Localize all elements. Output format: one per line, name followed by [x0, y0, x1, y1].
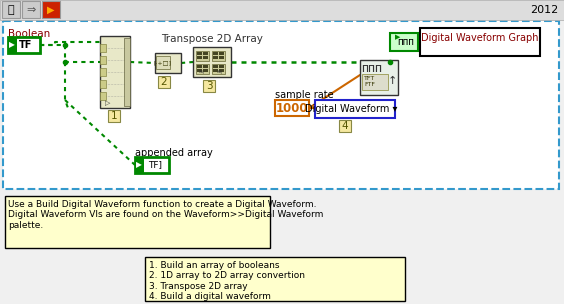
Text: ↑: ↑ — [387, 76, 396, 86]
Bar — [135, 157, 144, 173]
Text: ▷: ▷ — [105, 100, 111, 106]
Text: xᵢⱼ: xᵢⱼ — [199, 69, 205, 74]
Bar — [203, 65, 208, 68]
Bar — [8, 37, 17, 53]
Text: Boolean: Boolean — [8, 29, 50, 39]
Text: Use a Build Digital Waveform function to create a Digital Waveform.
Digital Wave: Use a Build Digital Waveform function to… — [8, 200, 323, 230]
Bar — [212, 51, 225, 61]
Text: ⇒: ⇒ — [27, 5, 36, 15]
Text: ᴨᴨᴨ: ᴨᴨᴨ — [362, 61, 382, 74]
Text: 1000: 1000 — [276, 102, 309, 115]
Text: [·+□]: [·+□] — [154, 60, 172, 65]
Bar — [197, 65, 202, 68]
Bar — [124, 38, 130, 106]
Text: TF: TF — [19, 40, 33, 50]
Text: sample rate: sample rate — [275, 90, 334, 100]
Text: TFT: TFT — [364, 77, 376, 81]
Text: FTF: FTF — [364, 82, 376, 88]
Bar — [2, 1, 20, 18]
Bar — [135, 157, 169, 173]
Bar — [212, 64, 225, 74]
Text: 1. Build an array of booleans
2. 1D array to 2D array convertion
3. Transpose 2D: 1. Build an array of booleans 2. 1D arra… — [149, 261, 305, 301]
Bar — [100, 80, 106, 88]
Bar — [275, 100, 309, 116]
Bar — [0, 0, 564, 20]
Bar — [155, 53, 181, 73]
Bar — [100, 44, 106, 52]
Bar — [193, 47, 231, 77]
Bar — [197, 52, 202, 55]
Bar — [5, 196, 270, 248]
Bar — [8, 37, 40, 53]
Bar — [203, 69, 208, 72]
Bar — [390, 33, 418, 51]
Bar — [360, 60, 398, 95]
Bar — [213, 65, 218, 68]
Bar — [100, 56, 106, 64]
Bar — [339, 120, 351, 132]
Bar — [213, 56, 218, 59]
Text: ✋: ✋ — [8, 5, 14, 15]
Text: Transpose 2D Array: Transpose 2D Array — [161, 34, 263, 44]
Bar — [108, 110, 120, 122]
Bar — [197, 69, 202, 72]
Text: ᴨᴨᴨ: ᴨᴨᴨ — [398, 37, 415, 47]
Bar — [156, 56, 170, 69]
Bar — [219, 69, 224, 72]
Text: ▶: ▶ — [395, 34, 400, 40]
Bar — [362, 74, 388, 90]
Text: ▶: ▶ — [47, 5, 55, 15]
Text: xᵢⱼ: xᵢⱼ — [217, 69, 223, 74]
Bar — [197, 56, 202, 59]
Bar — [203, 52, 208, 55]
Bar — [100, 68, 106, 76]
Text: 4: 4 — [342, 121, 349, 131]
Bar — [100, 36, 130, 108]
Bar — [213, 69, 218, 72]
Text: Digital Waveform Graph: Digital Waveform Graph — [421, 33, 539, 43]
Text: ▶: ▶ — [136, 161, 142, 170]
Bar — [42, 1, 60, 18]
Text: TF]: TF] — [148, 161, 162, 170]
Bar — [196, 51, 209, 61]
Bar — [158, 76, 170, 88]
Bar — [203, 56, 208, 59]
Bar — [219, 52, 224, 55]
Text: ▶: ▶ — [9, 40, 15, 50]
Text: 2012: 2012 — [530, 5, 558, 15]
Text: Digital Waveform ▾: Digital Waveform ▾ — [305, 104, 397, 114]
Bar — [420, 28, 540, 56]
Bar — [196, 64, 209, 74]
Text: 3: 3 — [206, 81, 212, 91]
Bar — [213, 52, 218, 55]
Bar — [3, 21, 559, 189]
Bar — [219, 56, 224, 59]
Bar — [219, 65, 224, 68]
Bar — [22, 1, 40, 18]
Bar — [100, 92, 106, 100]
Text: appended array: appended array — [135, 148, 213, 158]
Bar — [145, 257, 405, 301]
Text: 2: 2 — [161, 77, 168, 87]
Bar — [203, 80, 215, 92]
Bar — [315, 100, 395, 118]
Text: 1: 1 — [111, 111, 117, 121]
